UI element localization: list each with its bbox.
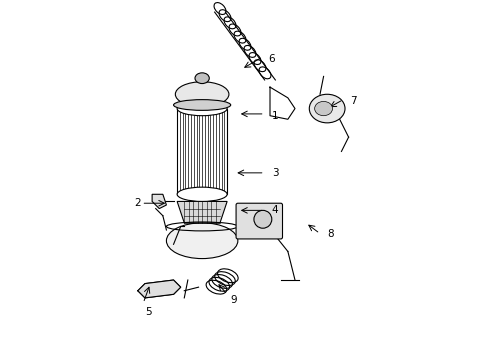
Polygon shape <box>138 280 181 298</box>
Text: 7: 7 <box>350 96 357 107</box>
Ellipse shape <box>173 100 231 111</box>
Text: 6: 6 <box>268 54 275 64</box>
Text: 4: 4 <box>272 205 278 215</box>
Ellipse shape <box>195 73 209 84</box>
Ellipse shape <box>315 102 333 116</box>
Polygon shape <box>152 194 167 208</box>
Polygon shape <box>177 202 227 223</box>
Text: 2: 2 <box>134 198 141 208</box>
Ellipse shape <box>309 94 345 123</box>
Ellipse shape <box>175 82 229 107</box>
Text: 5: 5 <box>145 307 151 317</box>
Text: 9: 9 <box>231 295 237 305</box>
Ellipse shape <box>167 223 238 258</box>
FancyBboxPatch shape <box>236 203 283 239</box>
Text: 1: 1 <box>272 111 278 121</box>
Ellipse shape <box>177 102 227 116</box>
Text: 8: 8 <box>327 229 334 239</box>
Circle shape <box>254 210 272 228</box>
Ellipse shape <box>177 187 227 202</box>
Text: 3: 3 <box>272 168 278 178</box>
